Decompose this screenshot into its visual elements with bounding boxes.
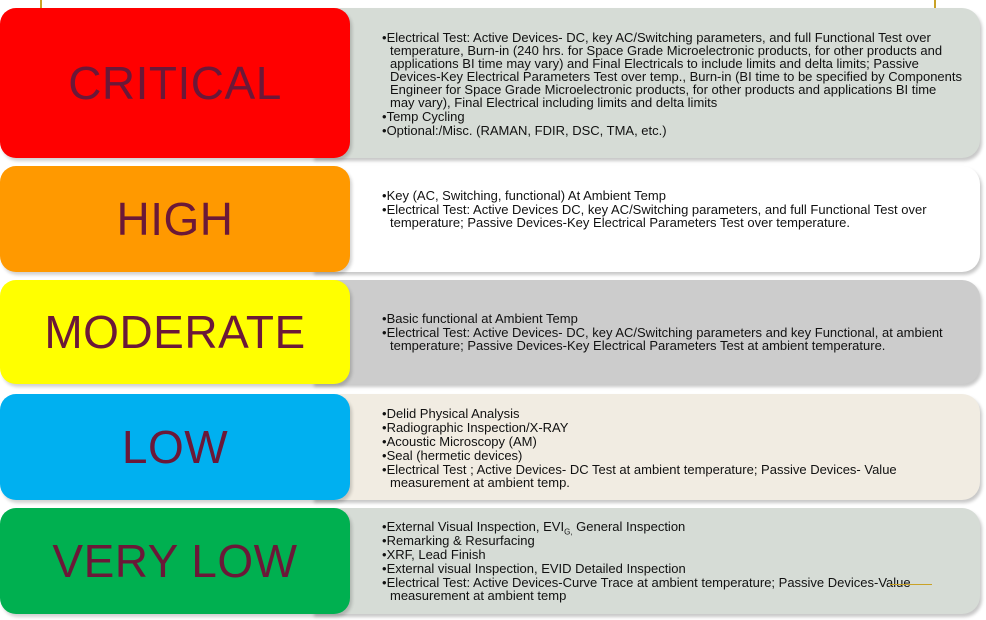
list-item: Electrical Test: Active Devices-Curve Tr…: [382, 576, 962, 602]
evi-subscript: G,: [564, 527, 573, 537]
critical-label: CRITICAL: [68, 57, 282, 109]
low-items: Delid Physical Analysis Radiographic Ins…: [382, 396, 962, 500]
list-item: Seal (hermetic devices): [382, 449, 962, 462]
high-label: HIGH: [116, 193, 234, 245]
list-item: Delid Physical Analysis: [382, 407, 962, 420]
critical-level-box: CRITICAL: [0, 8, 350, 158]
list-item: Basic functional at Ambient Temp: [382, 312, 962, 325]
list-item: Radiographic Inspection/X-RAY: [382, 421, 962, 434]
list-item: Remarking & Resurfacing: [382, 534, 962, 547]
list-item: Electrical Test ; Active Devices- DC Tes…: [382, 463, 962, 489]
list-item: Key (AC, Switching, functional) At Ambie…: [382, 189, 962, 202]
very-low-items: External Visual Inspection, EVIG, Genera…: [382, 509, 962, 614]
evi-prefix: External Visual Inspection, EVI: [386, 519, 565, 534]
list-item: External visual Inspection, EVID Detaile…: [382, 562, 962, 575]
high-items: Key (AC, Switching, functional) At Ambie…: [382, 166, 962, 252]
moderate-label: MODERATE: [44, 306, 306, 358]
row-low: LOW Delid Physical Analysis Radiographic…: [0, 394, 986, 500]
row-high: HIGH Key (AC, Switching, functional) At …: [0, 166, 986, 272]
very-low-label: VERY LOW: [52, 535, 298, 587]
list-item: Electrical Test: Active Devices DC, key …: [382, 203, 962, 229]
low-level-box: LOW: [0, 394, 350, 500]
decorative-line: [890, 584, 932, 585]
list-item: Acoustic Microscopy (AM): [382, 435, 962, 448]
row-moderate: MODERATE Basic functional at Ambient Tem…: [0, 280, 986, 384]
low-label: LOW: [121, 421, 229, 473]
list-item: Electrical Test: Active Devices- DC, key…: [382, 326, 962, 352]
row-critical: CRITICAL Electrical Test: Active Devices…: [0, 8, 986, 158]
very-low-level-box: VERY LOW: [0, 508, 350, 614]
high-level-box: HIGH: [0, 166, 350, 272]
moderate-level-box: MODERATE: [0, 280, 350, 384]
list-item: Optional:/Misc. (RAMAN, FDIR, DSC, TMA, …: [382, 124, 962, 137]
evi-suffix: General Inspection: [572, 519, 686, 534]
list-item: External Visual Inspection, EVIG, Genera…: [382, 519, 962, 536]
moderate-items: Basic functional at Ambient Temp Electri…: [382, 280, 962, 384]
list-item: Temp Cycling: [382, 110, 962, 123]
row-very-low: VERY LOW External Visual Inspection, EVI…: [0, 508, 986, 614]
critical-items: Electrical Test: Active Devices- DC, key…: [382, 10, 962, 158]
list-item: XRF, Lead Finish: [382, 548, 962, 561]
list-item: Electrical Test: Active Devices- DC, key…: [382, 31, 962, 109]
